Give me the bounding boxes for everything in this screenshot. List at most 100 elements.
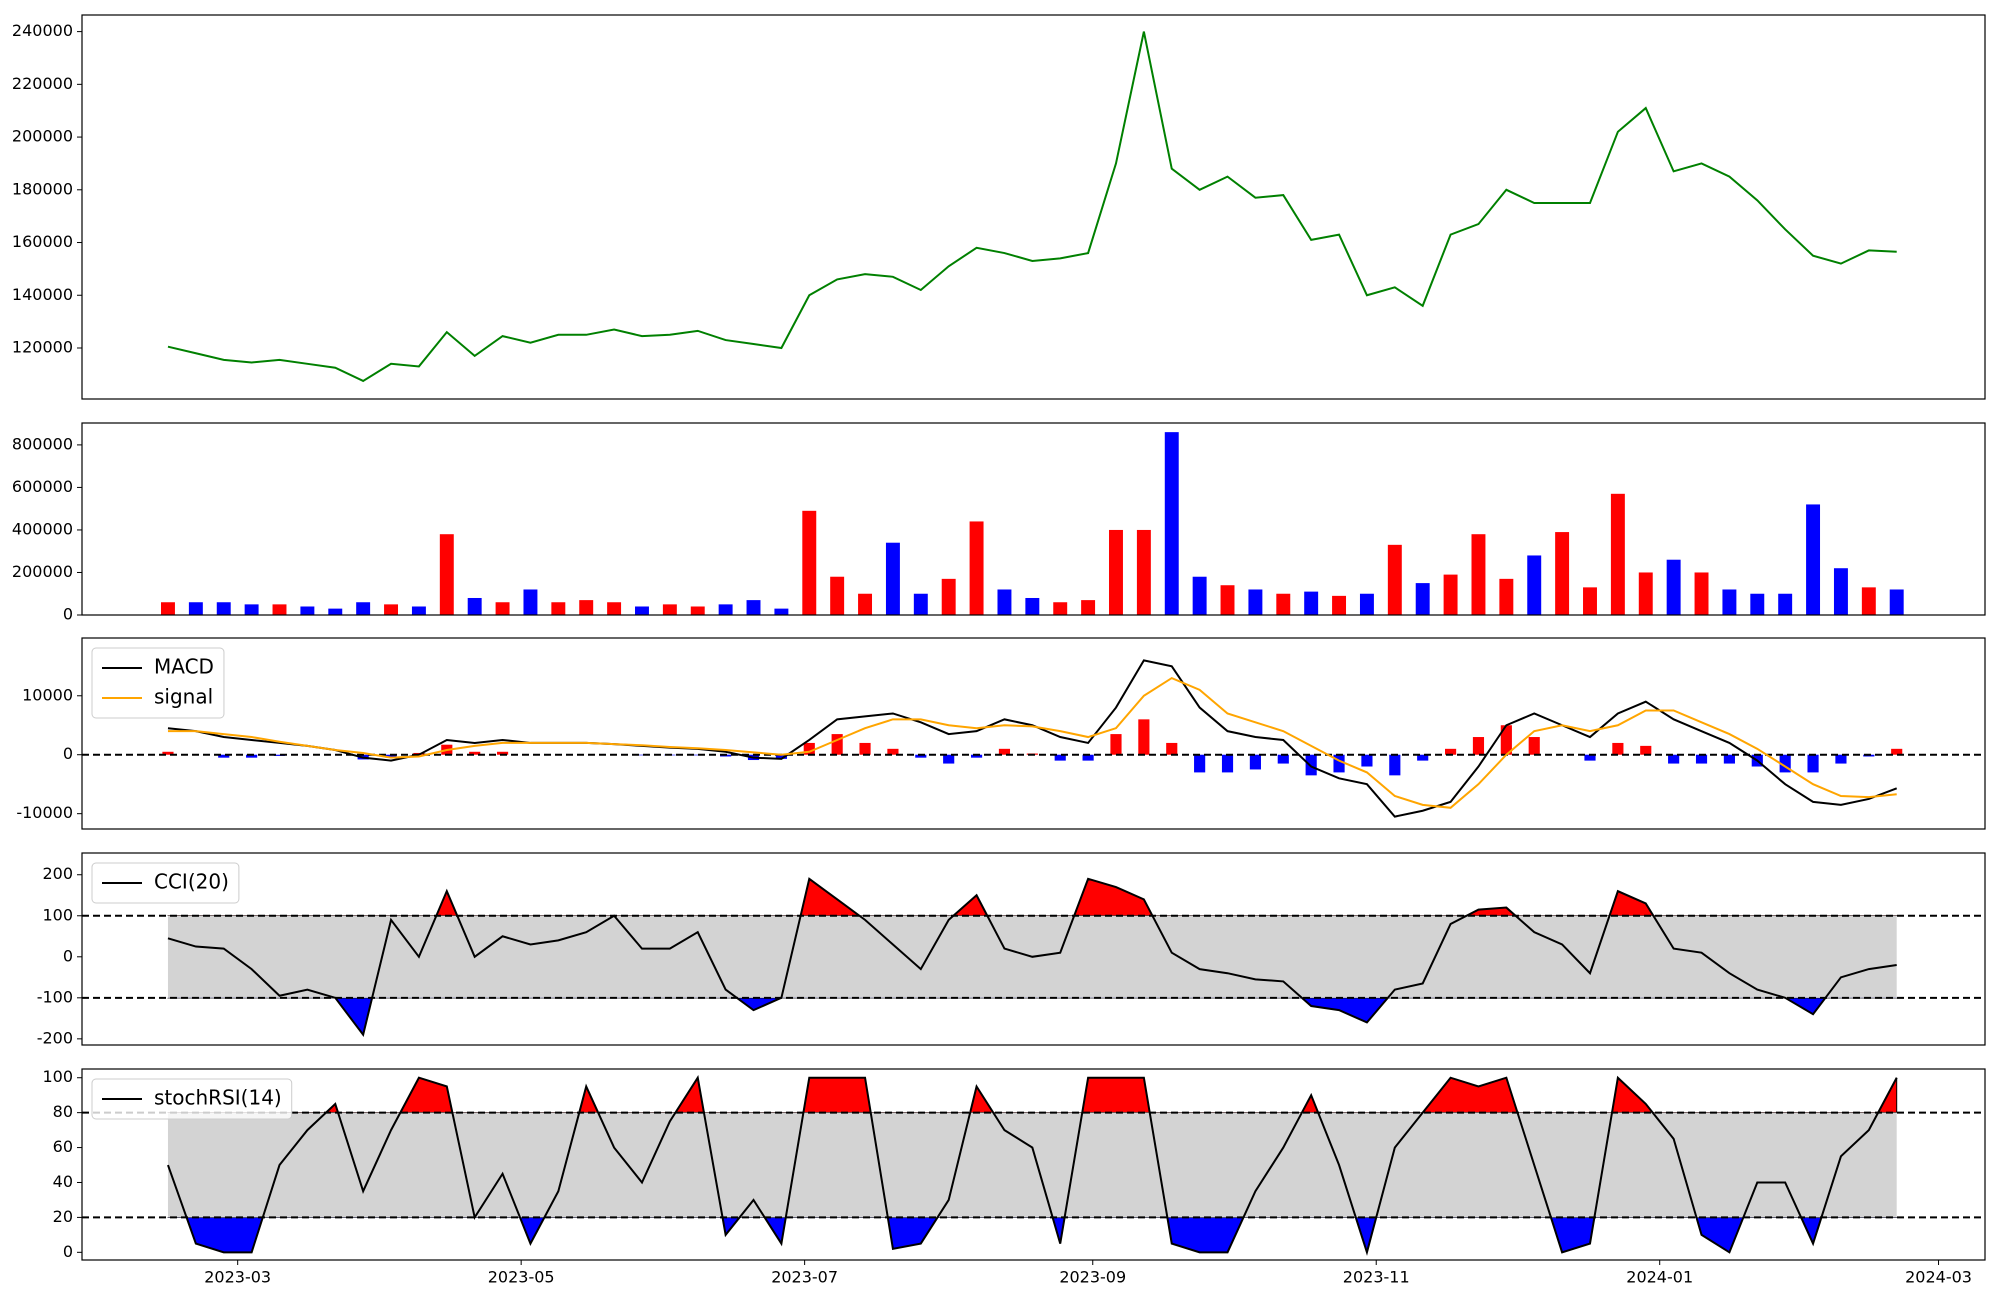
y-tick-label: 80 xyxy=(53,1102,73,1121)
histogram-bar xyxy=(943,754,955,764)
volume-bar xyxy=(1778,593,1793,615)
legend-label: stochRSI(14) xyxy=(154,1086,282,1110)
y-tick-label: 0 xyxy=(63,946,73,965)
axes-frame xyxy=(81,852,1986,1046)
histogram-bar xyxy=(636,754,648,756)
volume-bar xyxy=(495,602,510,615)
panel: -10000 0 10000 MACD signal xyxy=(16,637,1986,830)
histogram-bar xyxy=(859,742,871,755)
histogram-bar xyxy=(1221,754,1234,773)
y-tick-label: 220000 xyxy=(12,74,73,93)
y-tick-label: 60 xyxy=(53,1137,73,1156)
volume-bar xyxy=(1610,493,1625,615)
volume-bar xyxy=(1666,559,1681,615)
volume-bar xyxy=(1499,578,1514,615)
y-tick-label: 180000 xyxy=(12,179,73,198)
histogram-bar xyxy=(1723,754,1735,764)
volume-bar xyxy=(969,521,984,615)
legend-box xyxy=(91,647,225,719)
volume-bar xyxy=(997,589,1012,615)
histogram-bar xyxy=(1445,748,1457,755)
panel: 0 20 40 60 80 100 stochRSI(14) 2023-03 2023-05 20… xyxy=(42,1067,1986,1287)
histogram-bar xyxy=(1891,748,1903,755)
x-tick-label: 2023-07 xyxy=(771,1268,838,1287)
histogram-bar xyxy=(1807,754,1819,773)
histogram-bar xyxy=(246,754,258,758)
y-tick-label: 240000 xyxy=(12,21,73,40)
volume-bar xyxy=(1889,589,1904,615)
volume-bar xyxy=(690,606,705,615)
histogram-bar xyxy=(1054,754,1066,761)
panel: 0 200000 400000 600000 800000 xyxy=(12,422,1986,624)
y-tick-label: 10000 xyxy=(22,685,73,704)
y-tick-label: -200 xyxy=(37,1028,73,1047)
plot-area xyxy=(82,659,1985,818)
volume-bar xyxy=(356,602,371,615)
y-tick-label: 120000 xyxy=(12,337,73,356)
volume-bar xyxy=(774,608,789,615)
volume-bar xyxy=(1332,595,1347,615)
legend-label: CCI(20) xyxy=(154,870,229,894)
volume-bar xyxy=(662,604,677,615)
axes-frame xyxy=(81,422,1986,616)
y-tick-label: 140000 xyxy=(12,285,73,304)
histogram-bar xyxy=(1668,754,1680,764)
y-tick-label: 200 xyxy=(42,864,73,883)
volume-bar xyxy=(858,593,873,615)
volume-bar xyxy=(1527,555,1542,615)
volume-bar xyxy=(411,606,426,615)
histogram-bar xyxy=(1389,754,1401,776)
volume-bar xyxy=(300,606,315,615)
oversold-fill xyxy=(167,997,1898,1036)
histogram-bar xyxy=(1835,754,1847,764)
neutral-band xyxy=(167,1112,1897,1218)
plot-area xyxy=(82,1075,1985,1256)
volume-bar xyxy=(328,608,343,615)
series-line xyxy=(167,676,1897,809)
y-tick-label: 400000 xyxy=(12,519,73,538)
series-line xyxy=(167,659,1898,818)
x-tick-label: 2023-09 xyxy=(1059,1268,1126,1287)
histogram-bar xyxy=(1361,754,1373,767)
histogram-bar xyxy=(1305,754,1317,776)
volume-bar xyxy=(579,600,594,615)
y-tick-label: 0 xyxy=(63,744,73,763)
histogram-bar xyxy=(970,754,983,758)
legend-label: MACD xyxy=(154,655,214,679)
volume-bar xyxy=(1833,568,1848,615)
x-tick-label: 2023-11 xyxy=(1343,1268,1410,1287)
histogram-bar xyxy=(1472,737,1485,755)
plot-area xyxy=(161,432,1904,615)
volume-bar xyxy=(885,542,900,615)
volume-bar xyxy=(1387,544,1402,615)
panel: 120000 140000 160000 180000 200000 220000 2400… xyxy=(12,14,1986,400)
y-tick-label: 800000 xyxy=(12,434,73,453)
volume-bar xyxy=(384,604,399,615)
histogram-bar xyxy=(1082,754,1094,761)
volume-bar xyxy=(216,602,231,615)
y-tick-label: 0 xyxy=(63,605,73,624)
histogram-bar xyxy=(887,748,899,755)
histogram-bar xyxy=(1528,737,1540,755)
y-tick-label: -100 xyxy=(37,987,73,1006)
volume-bar xyxy=(272,604,287,615)
histogram-bar xyxy=(998,748,1011,755)
histogram-bar xyxy=(1417,754,1429,761)
volume-bar xyxy=(1359,593,1374,615)
histogram-bar xyxy=(162,751,174,755)
axes-frame xyxy=(81,1068,1986,1261)
histogram-bar xyxy=(218,754,230,758)
legend-box xyxy=(91,862,240,904)
volume-bar xyxy=(1443,574,1458,615)
y-tick-label: 200000 xyxy=(12,562,73,581)
x-tick-label: 2023-03 xyxy=(204,1268,271,1287)
volume-bar xyxy=(1583,587,1597,615)
x-tick-label: 2024-03 xyxy=(1905,1268,1972,1287)
histogram-bar xyxy=(803,742,815,755)
y-tick-label: 160000 xyxy=(12,232,73,251)
volume-bar xyxy=(1053,602,1068,615)
volume-bar xyxy=(1081,600,1096,615)
histogram-bar xyxy=(1333,754,1345,773)
histogram-bar xyxy=(1249,754,1261,770)
